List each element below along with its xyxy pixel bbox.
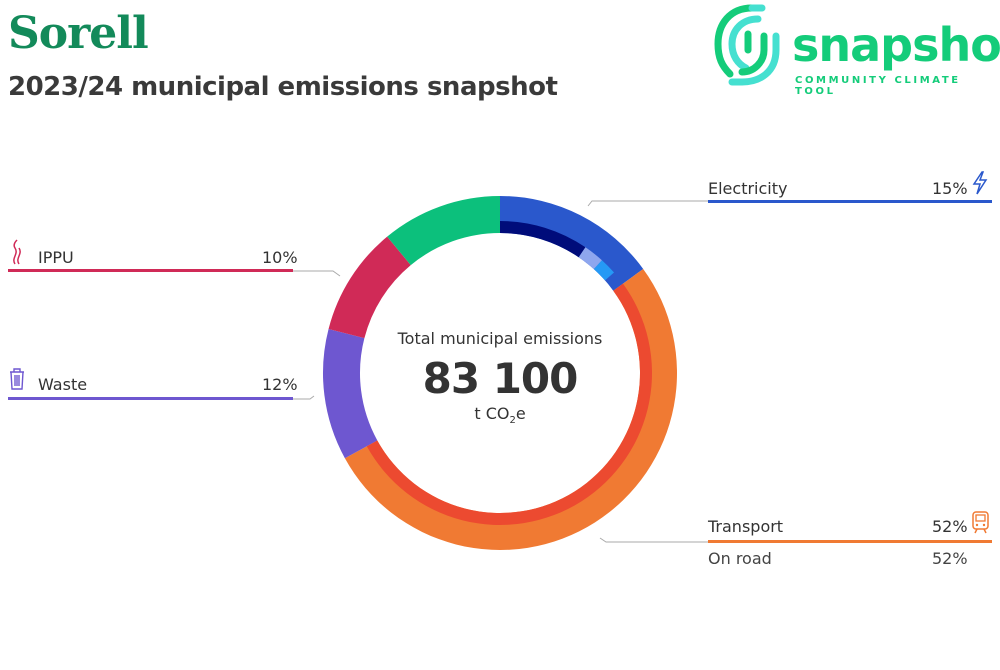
legend-waste-value: 12% <box>262 375 298 394</box>
legend-waste-label: Waste <box>38 375 88 394</box>
trash-icon <box>10 368 24 390</box>
sub-slice-0[interactable] <box>500 221 586 258</box>
sub-slice-2[interactable] <box>593 260 615 281</box>
legend-ippu-bar <box>8 269 293 272</box>
legend-onroad-label: On road <box>708 549 772 568</box>
page-subtitle: 2023/24 municipal emissions snapshot <box>8 72 558 102</box>
slice-waste[interactable] <box>323 328 378 459</box>
total-unit: t CO2e <box>474 404 526 427</box>
legend-transport-bar <box>708 540 992 543</box>
leader-ippu <box>293 270 341 277</box>
legend-ippu-label: IPPU <box>38 248 74 267</box>
legend-transport-value: 52% <box>932 517 968 536</box>
train-icon <box>972 511 989 534</box>
sub-slice-1[interactable] <box>578 247 602 270</box>
snapshot-logo-icon <box>714 4 780 86</box>
legend-electricity-bar <box>708 200 992 203</box>
legend-onroad-value: 52% <box>932 549 968 568</box>
legend-transport-label: Transport <box>708 517 784 536</box>
leader-waste <box>293 395 315 400</box>
logo-tagline: COMMUNITY CLIMATE TOOL <box>795 75 961 97</box>
legend-electricity-label: Electricity <box>708 179 788 198</box>
lightning-icon <box>972 171 988 195</box>
smoke-icon <box>13 239 21 265</box>
slice-ippu[interactable] <box>328 236 411 339</box>
leader-electricity <box>587 200 708 207</box>
chart-title: Total municipal emissions <box>397 329 603 348</box>
logo-wordmark: snapshot <box>792 18 1000 72</box>
legend-waste-bar <box>8 397 293 400</box>
slice-other[interactable] <box>387 196 500 266</box>
legend-electricity-value: 15% <box>932 179 968 198</box>
leader-transport <box>599 537 708 543</box>
total-value: 83 100 <box>422 354 579 403</box>
city-title: Sorell <box>8 8 149 59</box>
legend-ippu-value: 10% <box>262 248 298 267</box>
